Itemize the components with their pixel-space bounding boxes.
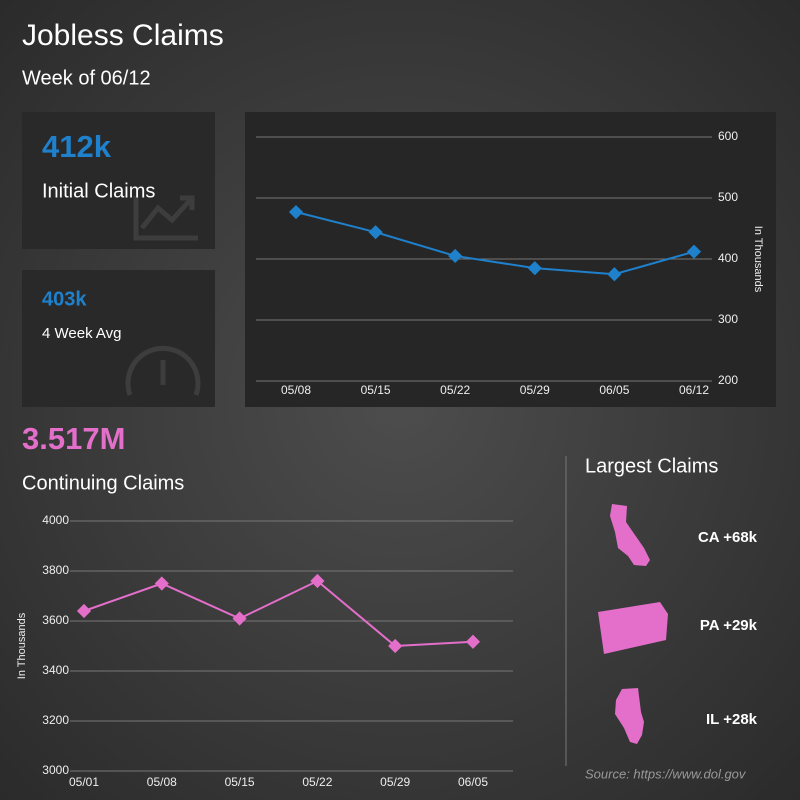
y-tick-label: 4000 — [42, 513, 69, 527]
x-tick-label: 05/29 — [380, 775, 410, 789]
x-tick-label: 05/08 — [281, 383, 311, 397]
marker — [607, 267, 622, 282]
marker — [232, 611, 247, 626]
y-axis-label: In Thousands — [752, 226, 764, 293]
ca-shape — [610, 504, 650, 566]
x-tick-label: 06/12 — [679, 383, 709, 397]
title: Jobless Claims — [22, 19, 224, 52]
x-tick-label: 05/22 — [440, 383, 470, 397]
marker — [686, 244, 702, 259]
gauge-icon — [125, 345, 201, 396]
marker — [288, 204, 304, 220]
continuing-label: Continuing Claims — [22, 472, 184, 494]
line — [83, 579, 474, 648]
marker — [310, 573, 325, 589]
marker — [527, 261, 542, 276]
marker — [76, 603, 92, 619]
y-tick-label: 3600 — [42, 613, 69, 627]
largest-title: Largest Claims — [585, 455, 718, 477]
kpi-value: 412k — [42, 129, 112, 164]
pa-shape — [598, 602, 668, 654]
x-tick-label: 06/05 — [599, 383, 629, 397]
x-tick-label: 06/05 — [458, 775, 488, 789]
y-tick-label: 3400 — [42, 663, 69, 677]
x-tick-label: 05/15 — [361, 383, 391, 397]
y-tick-label: 500 — [718, 190, 738, 204]
x-tick-label: 05/08 — [147, 775, 177, 789]
state-claim: CA +68k — [698, 529, 758, 546]
marker — [154, 576, 169, 591]
y-tick-label: 400 — [718, 251, 738, 265]
marker — [368, 225, 383, 240]
kpi-panel — [22, 112, 215, 249]
trend-icon — [133, 195, 198, 241]
state-claim: IL +28k — [706, 711, 758, 728]
line — [295, 211, 695, 276]
il-shape — [615, 688, 644, 744]
y-tick-label: 200 — [718, 373, 738, 387]
y-tick-label: 3000 — [42, 763, 69, 777]
kpi-panel — [22, 270, 215, 407]
y-axis-label: In Thousands — [16, 612, 28, 679]
source: Source: https://www.dol.gov — [585, 766, 747, 781]
y-tick-label: 300 — [718, 312, 738, 326]
y-tick-label: 3200 — [42, 713, 69, 727]
x-tick-label: 05/15 — [225, 775, 255, 789]
continuing-value: 3.517M — [22, 421, 125, 456]
marker — [465, 634, 481, 649]
y-tick-label: 600 — [718, 129, 738, 143]
marker — [388, 638, 403, 654]
x-tick-label: 05/29 — [520, 383, 550, 397]
kpi-label: Initial Claims — [42, 180, 155, 202]
kpi-label: 4 Week Avg — [42, 325, 122, 342]
state-claim: PA +29k — [700, 617, 758, 634]
x-tick-label: 05/22 — [302, 775, 332, 789]
x-tick-label: 05/01 — [69, 775, 99, 789]
y-tick-label: 3800 — [42, 563, 69, 577]
subtitle: Week of 06/12 — [22, 67, 151, 89]
kpi-value: 403k — [42, 288, 87, 310]
marker — [448, 248, 463, 264]
